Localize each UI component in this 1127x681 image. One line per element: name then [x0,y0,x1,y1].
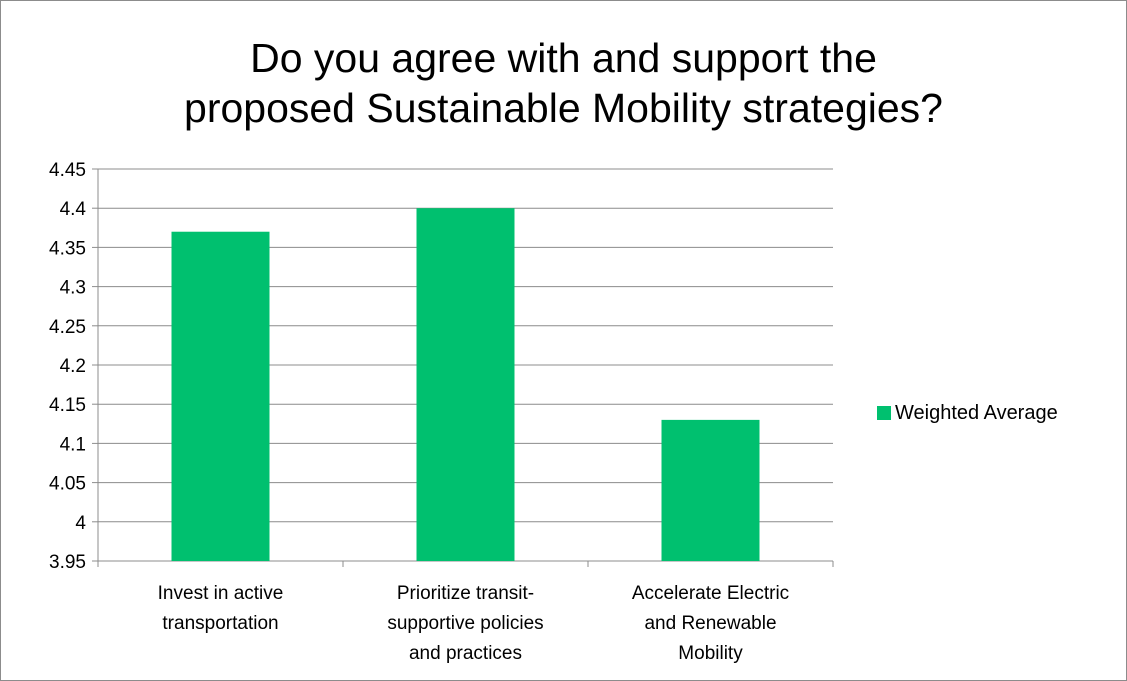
chart-title-line-2: proposed Sustainable Mobility strategies… [184,85,943,131]
bar [661,419,760,561]
y-tick-label: 4.4 [60,199,87,220]
y-tick-label: 4.3 [60,278,86,299]
x-category-label: transportation [162,613,278,634]
y-tick-label: 4.45 [49,160,86,181]
legend-label-weighted-average: Weighted Average [895,401,1058,424]
y-tick-label: 4.25 [49,317,86,338]
chart-title: Do you agree with and support the propos… [0,33,1127,133]
y-tick-label: 3.95 [49,552,86,573]
y-tick-label: 4.2 [60,356,86,377]
legend: Weighted Average [877,400,1058,426]
chart-title-line-1: Do you agree with and support the [250,35,877,81]
x-category-label: and Renewable [644,613,776,634]
x-category-label: Mobility [678,643,743,664]
bar [171,231,270,561]
x-category-label: Accelerate Electric [632,583,789,604]
bar [416,208,515,561]
x-category-label: Prioritize transit- [397,583,534,604]
y-tick-label: 4.05 [49,474,86,495]
x-category-label: and practices [409,643,522,664]
y-tick-label: 4.35 [49,238,86,259]
y-tick-label: 4.15 [49,395,86,416]
y-tick-label: 4.1 [60,434,86,455]
legend-swatch [877,406,891,420]
x-category-label: supportive policies [387,613,543,634]
y-tick-label: 4 [75,513,86,534]
x-category-label: Invest in active [158,583,284,604]
